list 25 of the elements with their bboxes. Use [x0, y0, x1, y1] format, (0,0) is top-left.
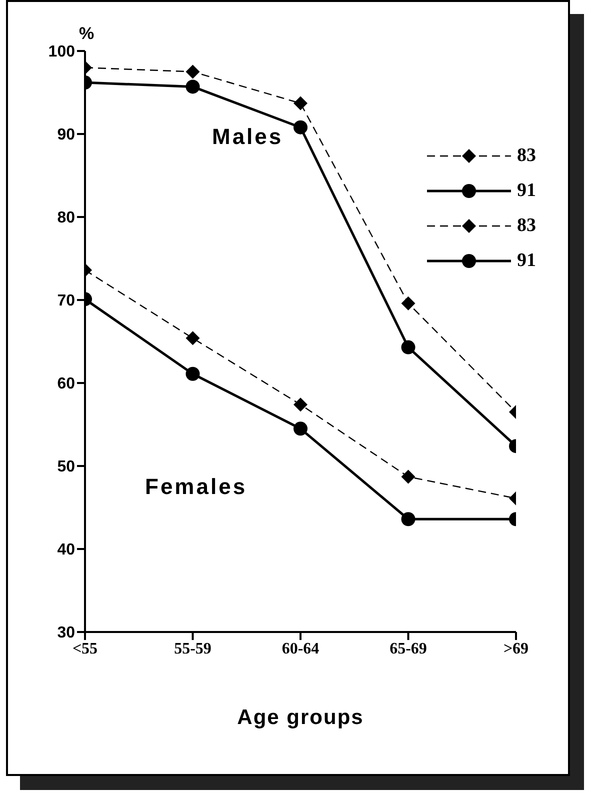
x-tick-label: 65-69: [390, 640, 427, 658]
point: [294, 398, 308, 412]
x-tick-label: 60-64: [282, 640, 320, 658]
y-tick-label: 100: [48, 44, 76, 61]
point: [294, 422, 308, 436]
legend-label: 83: [517, 144, 536, 166]
x-axis-title: Age groups: [236, 706, 365, 730]
legend-label: 83: [517, 214, 536, 236]
legend-label: 91: [517, 180, 536, 202]
annotation: Females: [145, 474, 248, 500]
y-tick-label: 50: [57, 458, 76, 476]
point: [294, 96, 308, 110]
x-tick-label: >69: [503, 640, 529, 658]
y-tick-label: 60: [57, 376, 76, 393]
y-axis-title: %: [79, 24, 94, 44]
x-tick-label: 55-59: [174, 640, 212, 658]
y-tick-label: 40: [57, 542, 76, 559]
y-tick-label: 80: [57, 210, 76, 227]
x-tick-label: <55: [72, 640, 98, 658]
y-tick-label: 70: [57, 292, 76, 310]
legend-label: 91: [517, 250, 536, 272]
annotation: Males: [212, 124, 284, 150]
y-tick-label: 90: [57, 126, 76, 144]
y-tick-label: 30: [57, 624, 76, 642]
point: [294, 120, 308, 134]
